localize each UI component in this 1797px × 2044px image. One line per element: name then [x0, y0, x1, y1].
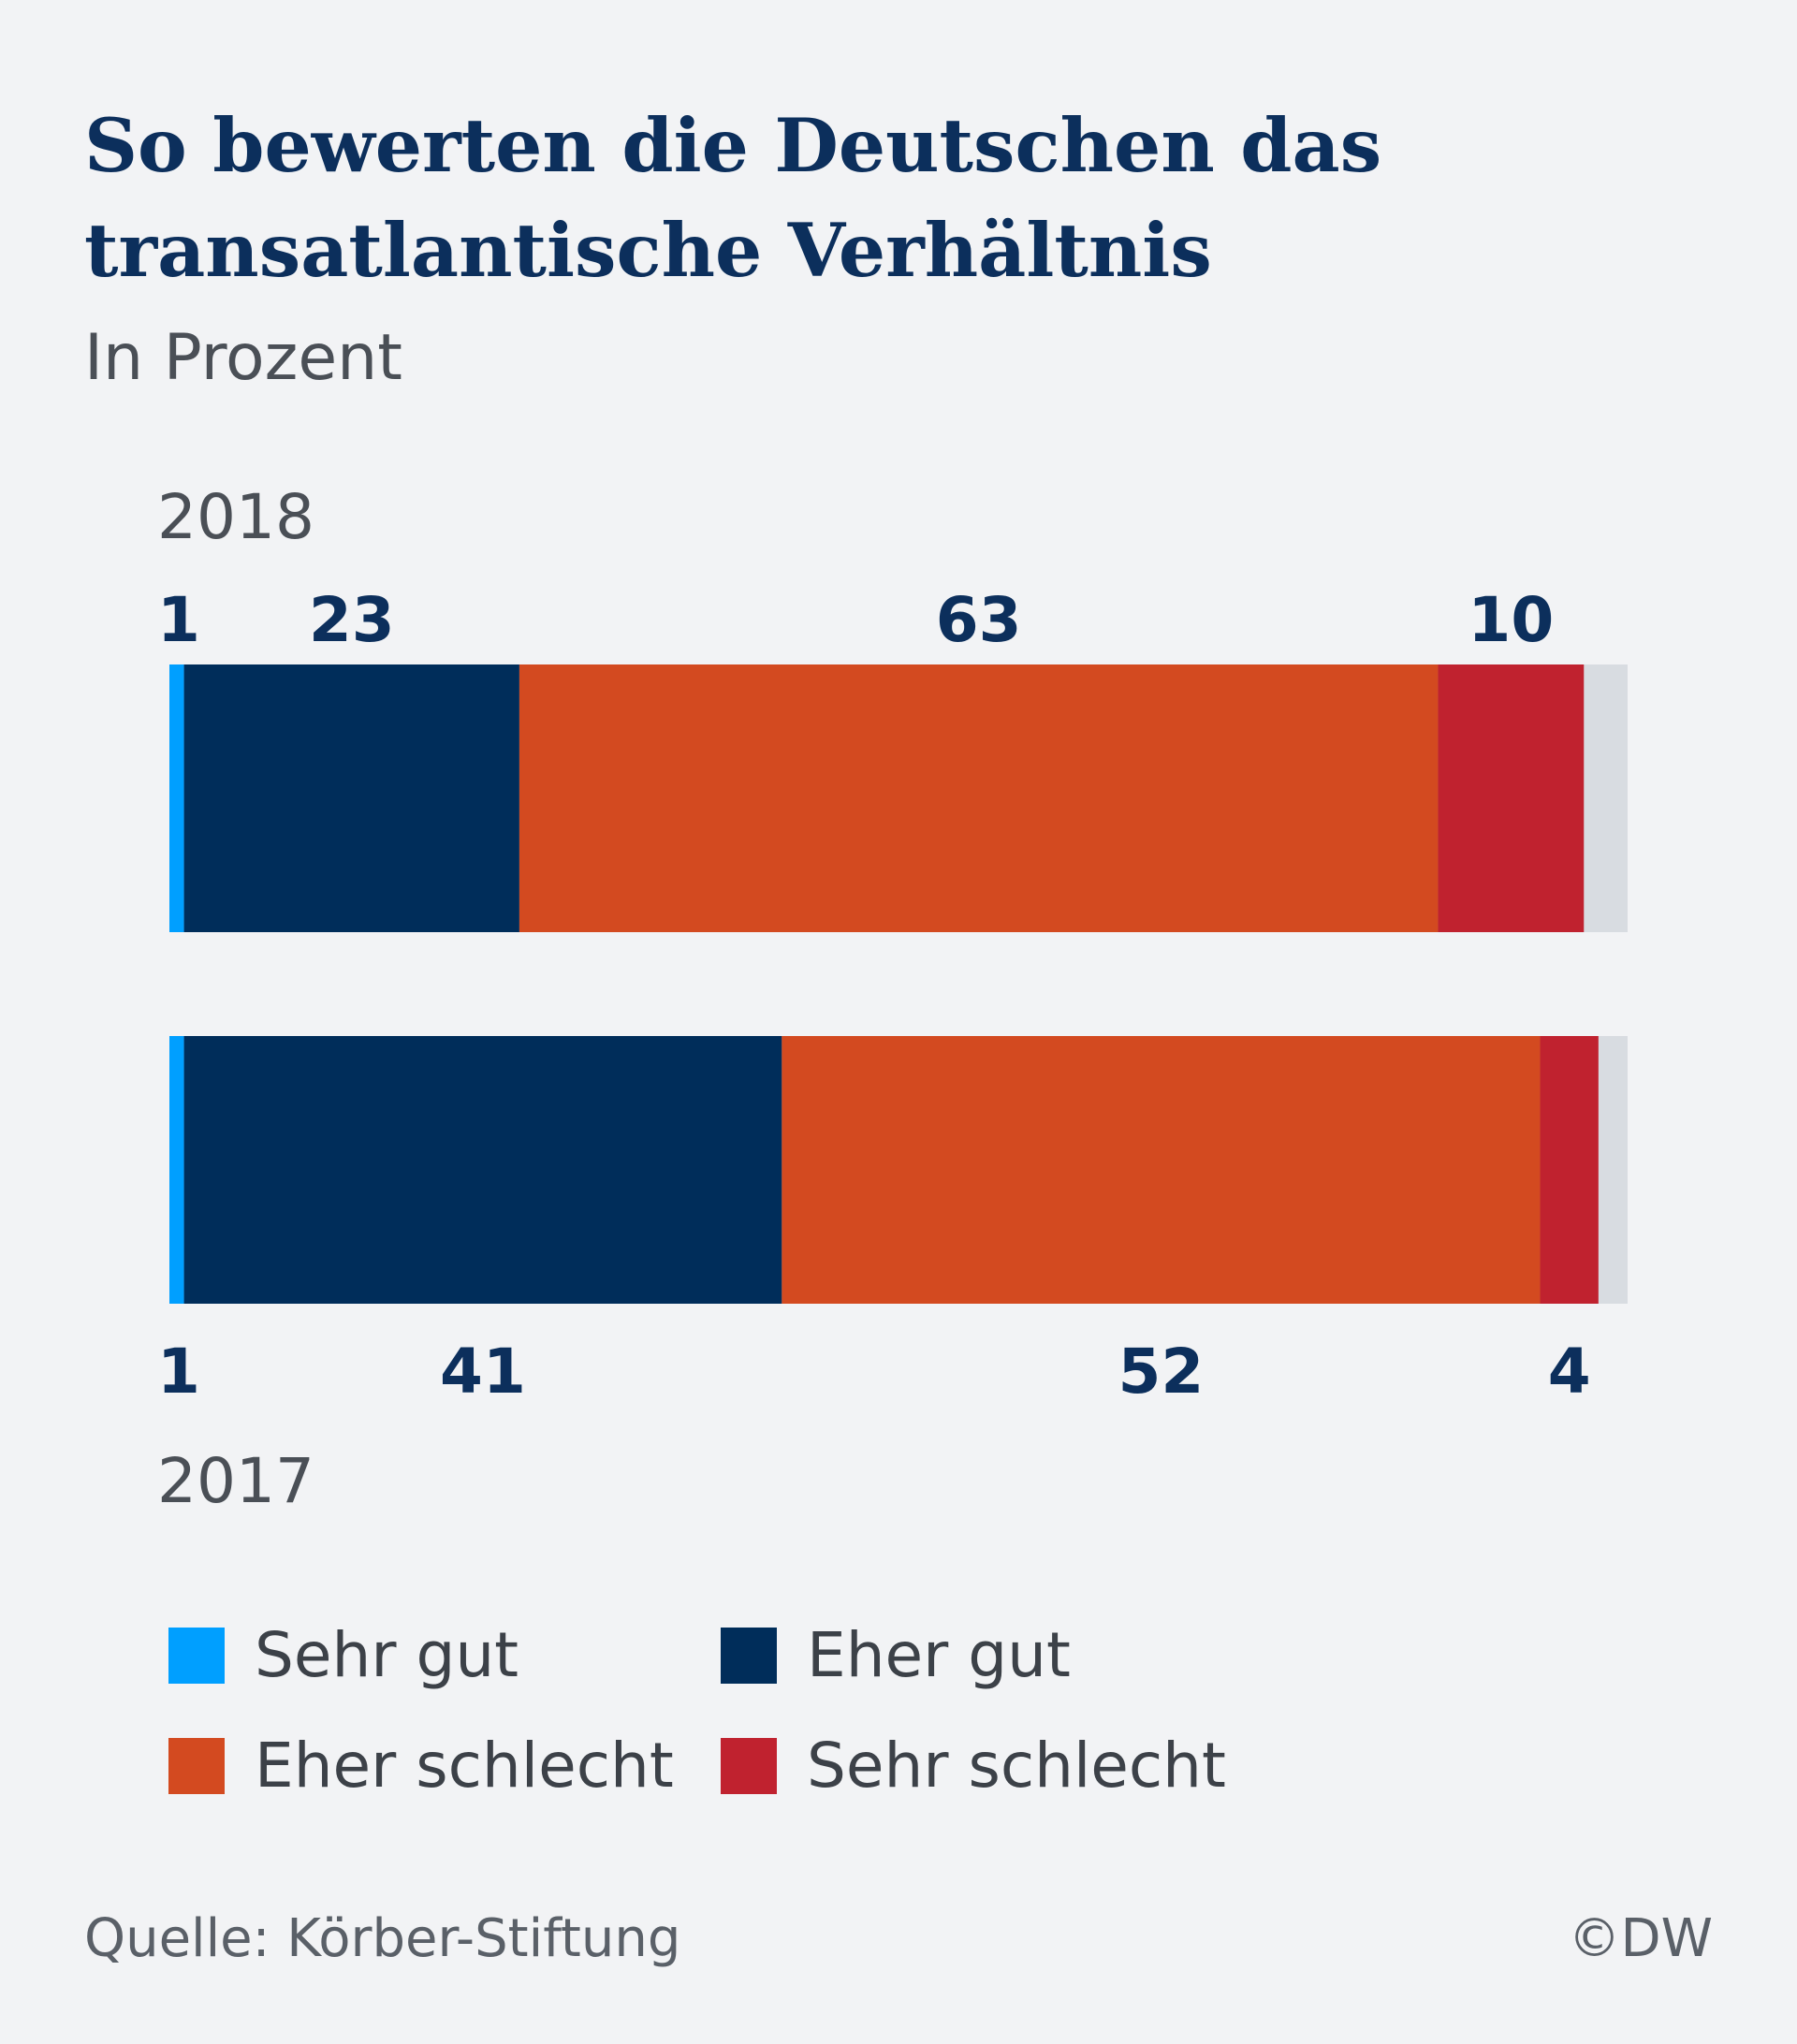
data-label-sehr-gut-2017: 1: [157, 1336, 200, 1408]
bar-sehr-gut-2017: [169, 1036, 184, 1304]
bar-eher-schlecht-2017: [782, 1036, 1541, 1304]
credit-logo: ©DW: [1568, 1908, 1714, 1969]
year-label-2018: 2018: [157, 481, 314, 553]
legend-swatch-sehr-gut: [168, 1627, 225, 1684]
legend-label-eher-schlecht: Eher schlecht: [255, 1730, 674, 1802]
legend-label-sehr-gut: Sehr gut: [255, 1619, 519, 1691]
stacked-bar-chart: 2018 1 23 63 10 2017 1 41 52 4: [157, 481, 1628, 1517]
data-label-eher-schlecht-2018: 63: [936, 584, 1022, 656]
bar-sehr-schlecht-2017: [1540, 1036, 1599, 1304]
bar-sehr-gut-2018: [169, 664, 184, 932]
data-label-sehr-gut-2018: 1: [157, 584, 200, 656]
bar-eher-gut-2018: [183, 664, 519, 932]
legend-swatch-eher-schlecht: [168, 1737, 225, 1794]
chart-title: So bewerten die Deutschen das transatlan…: [84, 102, 1382, 294]
bar-eher-schlecht-2018: [519, 664, 1439, 932]
legend-item-eher-schlecht: Eher schlecht: [168, 1730, 674, 1802]
legend-swatch-sehr-schlecht: [721, 1737, 777, 1794]
data-label-eher-gut-2017: 41: [440, 1336, 526, 1408]
legend-swatch-eher-gut: [721, 1627, 777, 1684]
data-label-sehr-schlecht-2018: 10: [1468, 584, 1554, 656]
legend-label-sehr-schlecht: Sehr schlecht: [807, 1730, 1226, 1802]
year-label-2017: 2017: [157, 1445, 314, 1517]
legend-item-eher-gut: Eher gut: [721, 1619, 1071, 1691]
legend-label-eher-gut: Eher gut: [807, 1619, 1071, 1691]
legend-item-sehr-schlecht: Sehr schlecht: [721, 1730, 1226, 1802]
data-label-eher-gut-2018: 23: [309, 584, 395, 656]
data-label-sehr-schlecht-2017: 4: [1548, 1336, 1591, 1408]
bar-eher-gut-2017: [183, 1036, 782, 1304]
chart-subtitle: In Prozent: [84, 321, 402, 395]
source-note: Quelle: Körber-Stiftung: [84, 1908, 681, 1969]
legend-item-sehr-gut: Sehr gut: [168, 1619, 519, 1691]
data-label-eher-schlecht-2017: 52: [1118, 1336, 1205, 1408]
bar-sehr-schlecht-2018: [1438, 664, 1585, 932]
